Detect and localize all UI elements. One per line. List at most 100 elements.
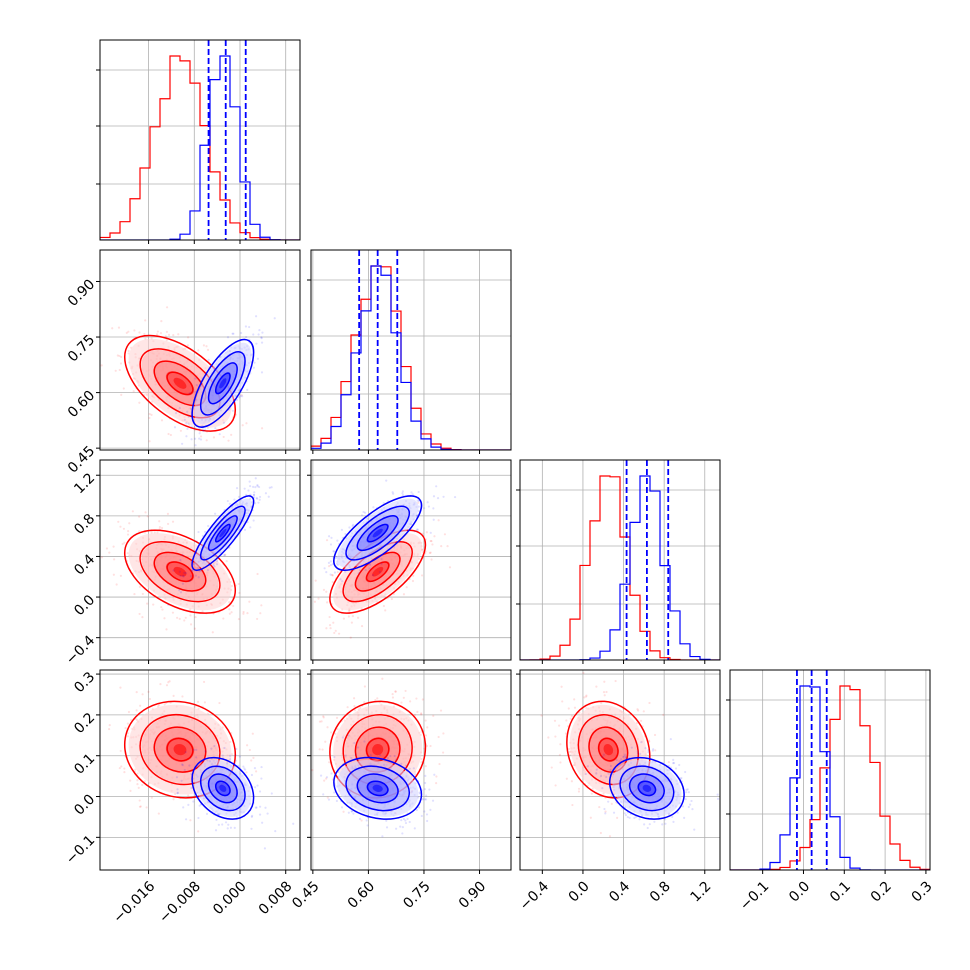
scatter-point <box>393 754 396 758</box>
scatter-point <box>237 617 241 621</box>
scatter-point <box>178 589 181 592</box>
scatter-point <box>432 518 435 521</box>
scatter-point <box>330 772 333 775</box>
density-level <box>219 378 227 389</box>
scatter-point <box>133 592 136 596</box>
scatter-point <box>440 545 443 548</box>
scatter-point <box>380 557 383 561</box>
scatter-point <box>382 501 385 505</box>
scatter-point <box>381 677 384 680</box>
scatter-point <box>197 349 200 352</box>
scatter-point <box>179 574 182 578</box>
scatter-point <box>248 480 251 483</box>
scatter-point <box>178 570 182 573</box>
scatter-point <box>425 794 428 797</box>
scatter-point <box>429 551 432 554</box>
scatter-point <box>326 796 329 799</box>
scatter-point <box>148 440 151 443</box>
scatter-point <box>418 791 421 794</box>
scatter-point <box>171 520 175 523</box>
scatter-point <box>409 700 412 703</box>
scatter-point <box>165 306 169 309</box>
scatter-point <box>201 429 205 432</box>
scatter-point <box>350 756 353 760</box>
scatter-point <box>212 436 216 439</box>
contour-series-1 <box>199 351 246 416</box>
scatter-point <box>420 757 423 761</box>
scatter-point <box>166 522 170 526</box>
scatter-point <box>365 819 368 822</box>
scatter-point <box>582 671 585 675</box>
scatter-point <box>127 710 131 714</box>
scatter-point <box>233 498 236 501</box>
scatter-point <box>352 697 356 700</box>
scatter-point <box>138 799 141 802</box>
scatter-point <box>391 693 394 696</box>
scatter-point <box>401 490 404 493</box>
scatter-point <box>404 819 407 822</box>
panel-1-1 <box>307 249 512 454</box>
scatter-point <box>179 429 182 432</box>
scatter-point <box>189 575 193 578</box>
scatter-point <box>429 744 432 748</box>
scatter-point <box>614 679 617 683</box>
scatter-point <box>342 617 346 620</box>
scatter-point <box>193 627 197 630</box>
scatter-point <box>642 710 645 713</box>
scatter-point <box>603 680 606 683</box>
scatter-point <box>205 812 209 815</box>
scatter-point <box>138 612 141 616</box>
scatter-point <box>256 784 259 787</box>
scatter-point <box>263 847 267 850</box>
scatter-point <box>148 697 152 701</box>
scatter-point <box>252 756 255 759</box>
scatter-point <box>333 550 336 553</box>
scatter-point <box>183 571 186 574</box>
scatter-point <box>322 588 326 591</box>
scatter-point <box>258 495 262 499</box>
scatter-point <box>402 817 405 821</box>
panel-frame <box>519 459 721 661</box>
contour-series-1 <box>214 523 231 543</box>
panel-3-2 <box>516 669 721 874</box>
scatter-point <box>424 734 428 737</box>
scatter-point <box>202 429 205 432</box>
scatter-point <box>68 530 70 532</box>
scatter-point <box>540 714 543 717</box>
scatter-point <box>112 545 115 548</box>
scatter-point <box>571 803 574 807</box>
scatter-point <box>382 604 386 608</box>
scatter-point <box>412 767 415 770</box>
scatter-point <box>408 820 411 824</box>
scatter-point <box>159 683 162 686</box>
scatter-point <box>572 764 575 767</box>
scatter-point <box>559 743 562 746</box>
contour-series-1 <box>207 515 238 552</box>
scatter-point <box>320 720 323 723</box>
scatter-point <box>261 331 264 334</box>
contour-series-0 <box>597 737 619 762</box>
scatter-point <box>336 727 339 731</box>
scatter-point <box>167 681 170 684</box>
scatter-point <box>228 754 232 757</box>
scatter-point <box>223 746 226 750</box>
scatter-point <box>325 601 329 604</box>
scatter-point <box>229 826 233 829</box>
scatter-point <box>602 691 606 694</box>
scatter-point <box>144 511 147 514</box>
scatter-point <box>234 759 238 762</box>
scatter-point <box>390 597 393 601</box>
scatter-point <box>126 552 129 555</box>
scatter-point <box>437 519 440 522</box>
scatter-point <box>121 542 124 546</box>
scatter-point <box>424 774 427 777</box>
panel-frame <box>99 459 301 661</box>
scatter-point <box>260 777 263 780</box>
scatter-point <box>264 806 267 809</box>
scatter-point <box>222 617 225 620</box>
scatter-point <box>217 823 220 826</box>
scatter-point <box>351 615 354 618</box>
scatter-point <box>568 753 571 756</box>
scatter-point <box>192 549 195 552</box>
density-level <box>372 566 384 577</box>
